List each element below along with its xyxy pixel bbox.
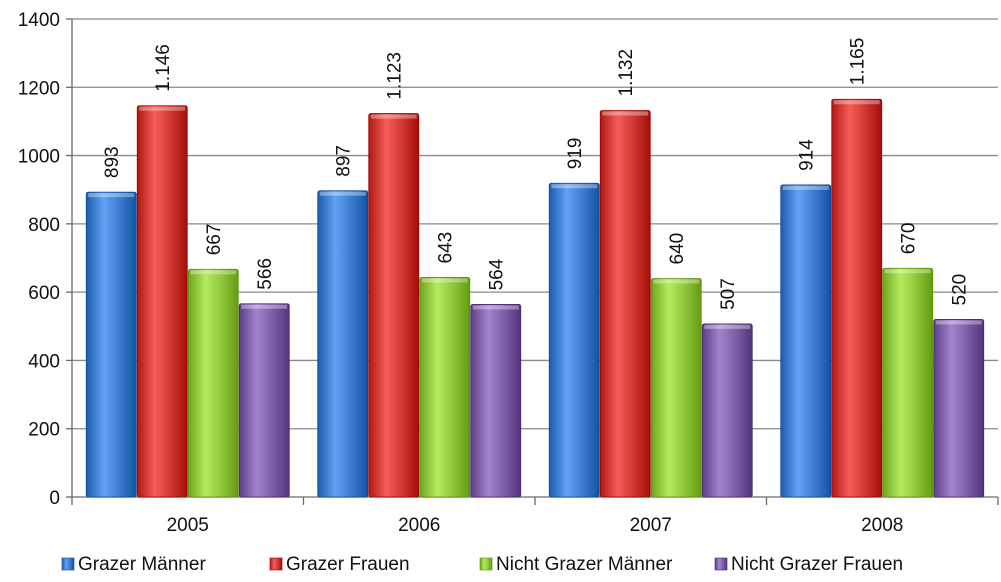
- bar: [136, 105, 188, 498]
- data-label: 1.165: [848, 38, 869, 86]
- bar: [933, 319, 985, 498]
- legend-swatch: [479, 557, 493, 571]
- bar: [548, 182, 600, 498]
- y-tick-label: 600: [28, 283, 60, 304]
- bar: [701, 323, 753, 498]
- bar: [470, 304, 522, 498]
- bar: [317, 190, 369, 498]
- y-tick-label: 1200: [18, 78, 60, 99]
- legend-label: Nicht Grazer Frauen: [731, 554, 903, 575]
- y-tick-label: 0: [49, 488, 60, 509]
- data-label: 667: [204, 224, 225, 256]
- bar-highlight: [370, 114, 417, 119]
- x-tick-label: 2008: [861, 515, 903, 536]
- bar: [419, 277, 471, 498]
- data-label: 897: [334, 145, 355, 177]
- data-labels: 893 1.146 667 566 897 1.123 643 564 919 1.132 640 5…: [102, 38, 971, 310]
- bar-highlight: [88, 193, 135, 198]
- data-label: 566: [255, 258, 276, 290]
- bar-highlight: [421, 278, 468, 283]
- legend-item: Nicht Grazer Männer: [479, 554, 673, 575]
- bar-highlight: [833, 100, 880, 105]
- y-tick-label: 800: [28, 215, 60, 236]
- legend-label: Grazer Männer: [78, 554, 206, 575]
- bar-highlight: [782, 185, 829, 190]
- bar-highlight: [935, 320, 982, 325]
- bar-highlight: [190, 270, 237, 275]
- legend-item: Nicht Grazer Frauen: [714, 554, 903, 575]
- data-label: 914: [797, 139, 818, 171]
- legend-swatch: [269, 557, 283, 571]
- data-label: 1.132: [616, 49, 637, 97]
- legend: Grazer Männer Grazer Frauen Nicht Grazer M…: [61, 554, 903, 575]
- bar-highlight: [602, 111, 649, 116]
- y-tick-label: 1000: [18, 147, 60, 168]
- data-label: 643: [436, 232, 457, 264]
- bar: [650, 278, 702, 498]
- data-label: 520: [950, 274, 971, 306]
- bar: [780, 184, 832, 498]
- legend-swatch: [714, 557, 728, 571]
- legend-swatch: [61, 557, 75, 571]
- bar: [599, 110, 651, 498]
- bar-highlight: [704, 324, 751, 329]
- data-label: 670: [899, 223, 920, 255]
- data-label: 1.123: [385, 52, 406, 100]
- legend-label: Nicht Grazer Männer: [496, 554, 673, 575]
- bar: [85, 191, 137, 498]
- bar-highlight: [884, 269, 931, 274]
- bar: [368, 113, 420, 498]
- bar: [187, 268, 239, 498]
- bars: [85, 98, 985, 498]
- data-label: 919: [565, 138, 586, 170]
- bar: [831, 98, 883, 498]
- x-tick-label: 2005: [167, 515, 209, 536]
- bar-highlight: [472, 305, 519, 310]
- bar-highlight: [241, 304, 288, 309]
- legend-label: Grazer Frauen: [286, 554, 410, 575]
- bar-highlight: [653, 279, 700, 284]
- data-label: 1.146: [153, 44, 174, 92]
- x-tick-label: 2007: [630, 515, 672, 536]
- bar-highlight: [319, 191, 366, 196]
- bar: [882, 267, 934, 498]
- data-label: 564: [487, 258, 508, 290]
- data-label: 640: [667, 233, 688, 265]
- x-tick-label: 2006: [398, 515, 440, 536]
- legend-item: Grazer Frauen: [269, 554, 410, 575]
- data-label: 507: [718, 278, 739, 310]
- y-tick-label: 1400: [18, 10, 60, 31]
- legend-item: Grazer Männer: [61, 554, 206, 575]
- bar-highlight: [551, 184, 598, 189]
- y-tick-label: 400: [28, 351, 60, 372]
- data-label: 893: [102, 146, 123, 178]
- bar: [238, 303, 290, 498]
- bar-highlight: [139, 106, 186, 111]
- y-tick-label: 200: [28, 420, 60, 441]
